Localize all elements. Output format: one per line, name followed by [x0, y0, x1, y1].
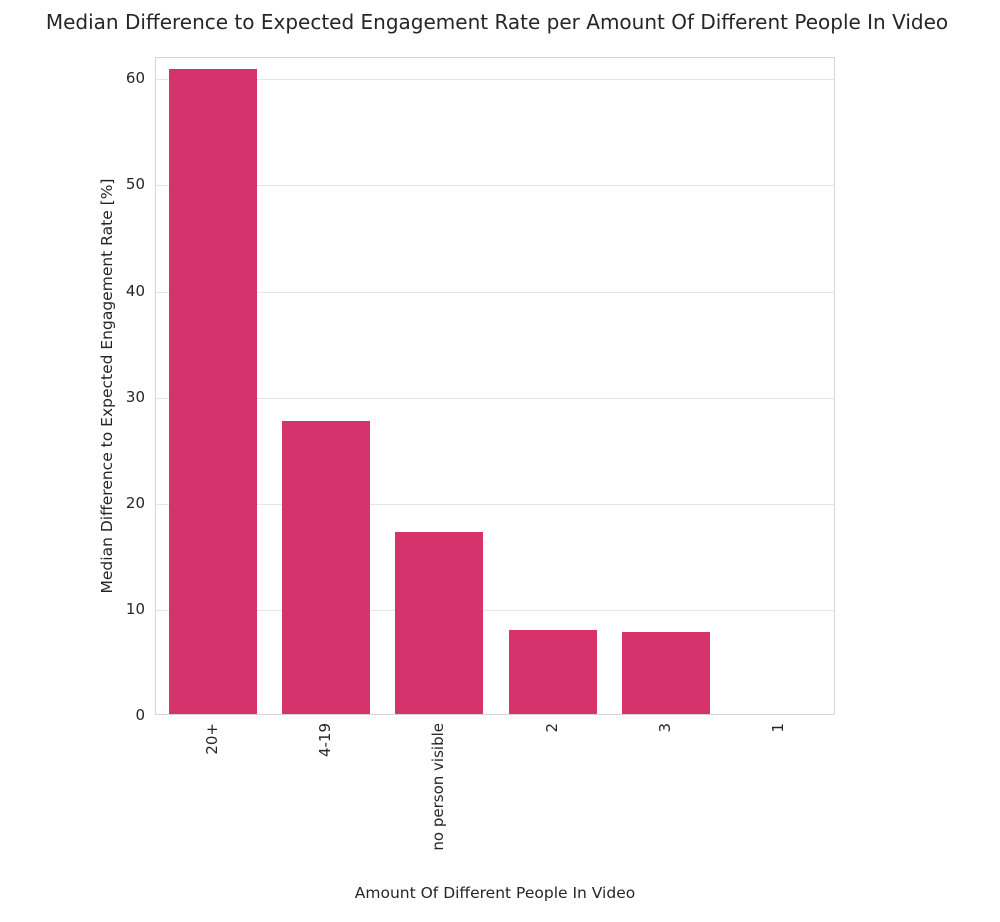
plot-area [155, 57, 835, 715]
chart-title: Median Difference to Expected Engagement… [45, 10, 949, 34]
gridline [156, 397, 834, 399]
bar [282, 421, 370, 714]
y-tick-label: 60 [125, 69, 145, 88]
y-tick-label: 10 [125, 599, 145, 618]
bar [169, 68, 257, 714]
bar [509, 630, 597, 714]
x-tick-label: 1 [769, 723, 788, 733]
gridline [156, 291, 834, 293]
x-tick-label: 20+ [202, 723, 221, 755]
gridline [156, 503, 834, 505]
gridline [156, 79, 834, 81]
x-tick-label: 3 [656, 723, 674, 733]
bar [622, 632, 710, 714]
y-tick-label: 0 [135, 706, 145, 724]
gridline [156, 185, 834, 187]
y-tick-label: 20 [125, 493, 145, 512]
gridline [156, 609, 834, 611]
x-axis-label: Amount Of Different People In Video [354, 884, 636, 902]
bar [395, 531, 483, 714]
x-tick-label: no person visible [429, 723, 448, 851]
y-tick-label: 30 [125, 387, 145, 406]
x-tick-label: 4-19 [316, 723, 334, 758]
y-tick-label: 40 [125, 281, 145, 300]
y-tick-label: 50 [125, 175, 145, 194]
x-tick-label: 2 [542, 723, 561, 733]
